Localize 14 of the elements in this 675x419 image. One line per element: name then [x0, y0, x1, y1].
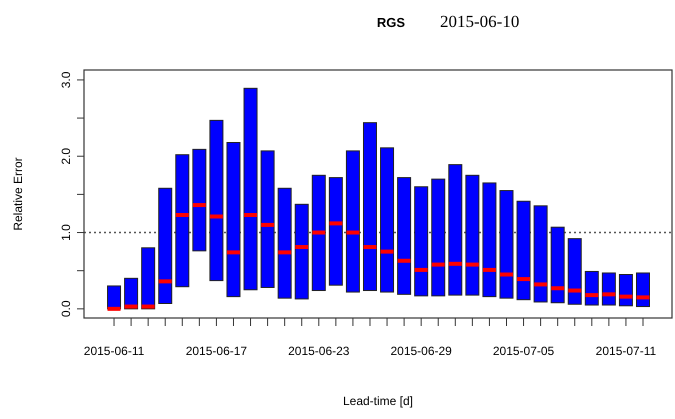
y-axis-title: Relative Error: [11, 157, 25, 231]
x-tick-label: 2015-07-05: [492, 344, 555, 358]
chart-title: RGS: [376, 15, 406, 30]
x-tick-label: 2015-06-11: [84, 344, 145, 358]
x-tick-label: 2015-06-23: [288, 344, 350, 358]
y-tick-label: 0.0: [59, 300, 73, 318]
y-tick-label: 3.0: [59, 71, 73, 88]
chart-subtitle: 2015-06-10: [440, 12, 520, 31]
x-tick-label: 2015-06-29: [390, 344, 452, 358]
x-tick-label: 2015-06-17: [186, 344, 248, 358]
y-tick-label: 2.0: [59, 148, 73, 165]
x-axis-title: Lead-time [d]: [342, 394, 414, 408]
x-tick-label: 2015-07-11: [596, 344, 656, 358]
y-tick-label: 1.0: [59, 224, 73, 241]
